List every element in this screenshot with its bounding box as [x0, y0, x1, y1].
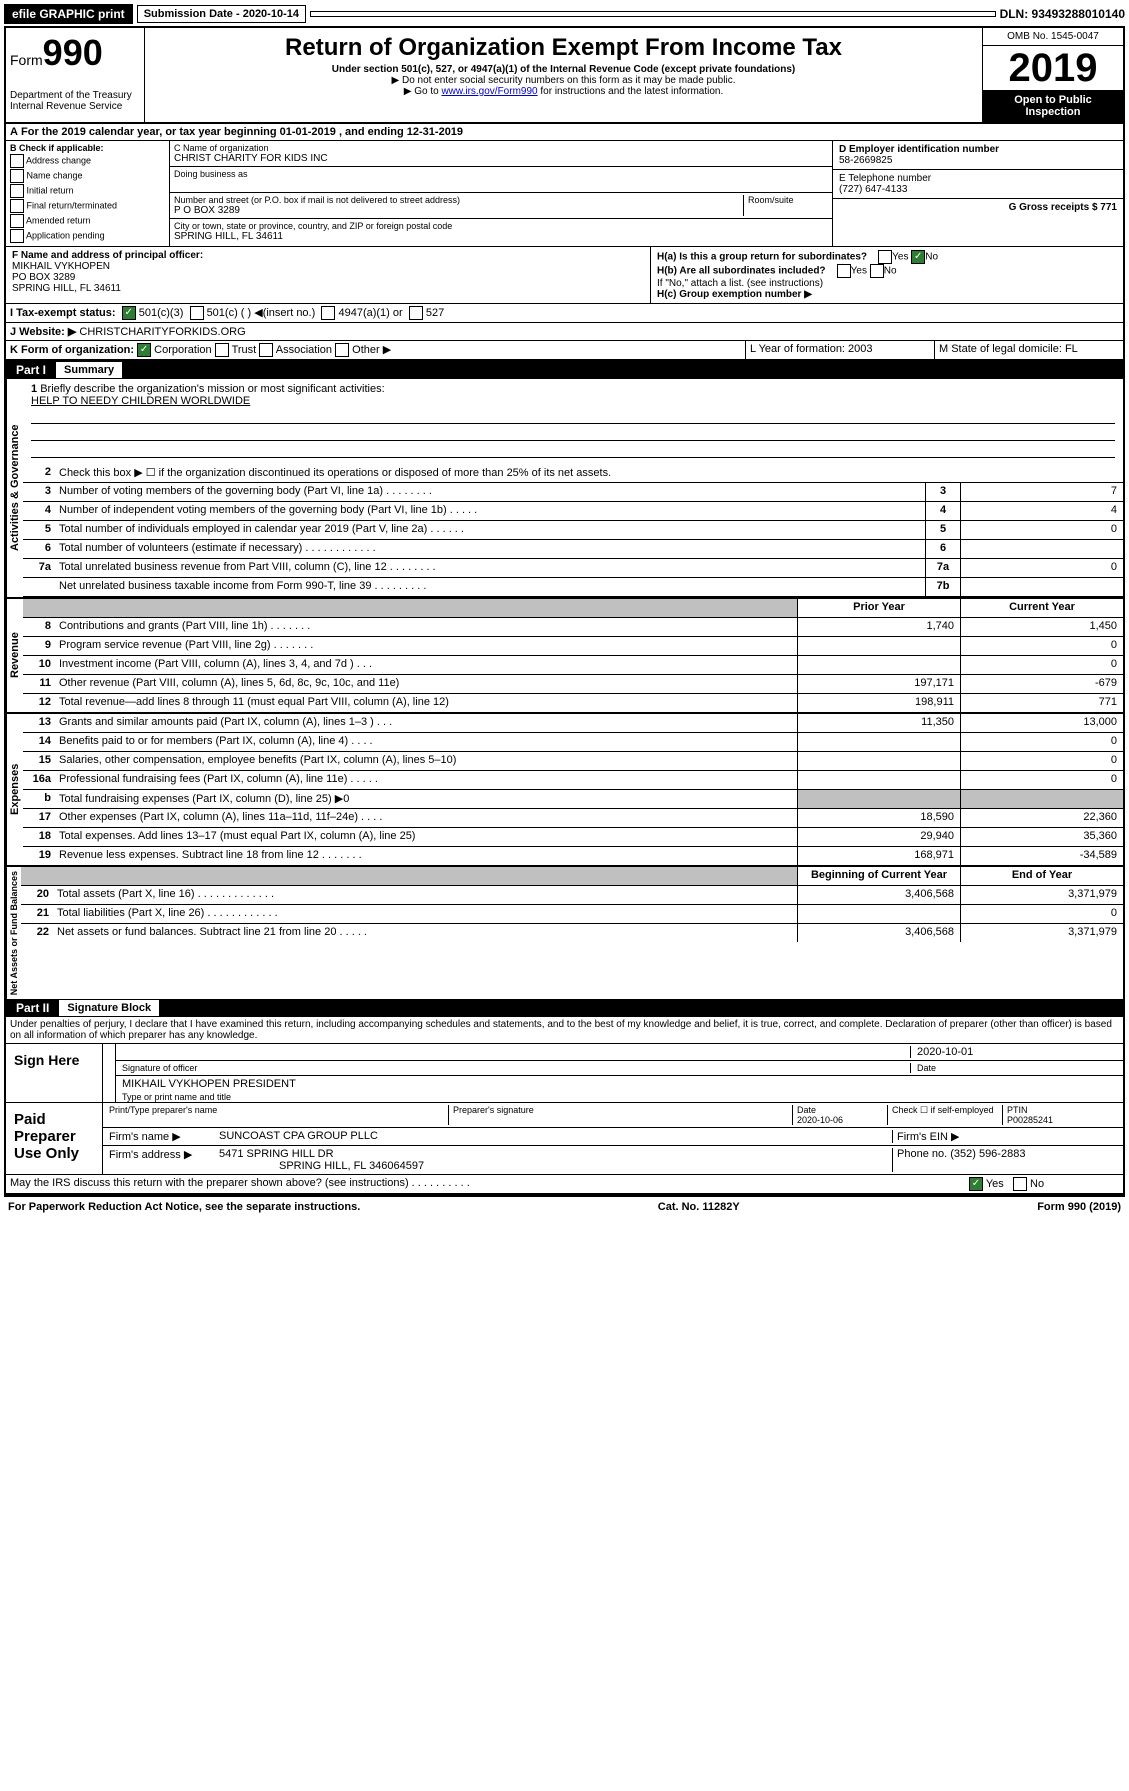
year-formation: L Year of formation: 2003 [746, 341, 935, 359]
table-row: 13Grants and similar amounts paid (Part … [23, 714, 1123, 733]
org-addr: P O BOX 3289 [174, 205, 743, 216]
block-klm: K Form of organization: ✓ Corporation Tr… [6, 341, 1123, 361]
header-right: OMB No. 1545-0047 2019 Open to Public In… [982, 28, 1123, 122]
table-row: 14Benefits paid to or for members (Part … [23, 733, 1123, 752]
activities-governance: Activities & Governance 1 Briefly descri… [6, 379, 1123, 599]
form-title: Return of Organization Exempt From Incom… [149, 34, 978, 62]
table-row: 18Total expenses. Add lines 13–17 (must … [23, 828, 1123, 847]
table-row: bTotal fundraising expenses (Part IX, co… [23, 790, 1123, 809]
perjury-text: Under penalties of perjury, I declare th… [6, 1017, 1123, 1044]
mission-text: HELP TO NEEDY CHILDREN WORLDWIDE [31, 395, 250, 407]
period-text: A For the 2019 calendar year, or tax yea… [6, 124, 1123, 140]
table-row: 6Total number of volunteers (estimate if… [23, 540, 1123, 559]
top-bar: efile GRAPHIC print Submission Date - 20… [4, 4, 1125, 24]
cb-address-change[interactable]: Address change [10, 154, 165, 168]
block-f: F Name and address of principal officer:… [6, 247, 651, 303]
state-domicile: M State of legal domicile: FL [935, 341, 1123, 359]
table-row: 12Total revenue—add lines 8 through 11 (… [23, 694, 1123, 712]
table-row: 10Investment income (Part VIII, column (… [23, 656, 1123, 675]
paid-preparer-row: Paid Preparer Use Only Print/Type prepar… [6, 1103, 1123, 1175]
efile-label[interactable]: efile GRAPHIC print [4, 4, 133, 24]
vert-activities: Activities & Governance [6, 379, 23, 597]
sig-date: 2020-10-01 [910, 1046, 1117, 1058]
cb-app-pending[interactable]: Application pending [10, 229, 165, 243]
prep-phone: Phone no. (352) 596-2883 [893, 1148, 1117, 1172]
form-subtitle: Under section 501(c), 527, or 4947(a)(1)… [149, 64, 978, 75]
table-row: 4Number of independent voting members of… [23, 502, 1123, 521]
part2-header: Part II Signature Block [6, 999, 1123, 1017]
period-row: A For the 2019 calendar year, or tax yea… [6, 124, 1123, 141]
cb-final-return[interactable]: Final return/terminated [10, 199, 165, 213]
firm-name: SUNCOAST CPA GROUP PLLC [219, 1130, 893, 1143]
block-fh: F Name and address of principal officer:… [6, 247, 1123, 304]
entity-block: B Check if applicable: Address change Na… [6, 141, 1123, 247]
header-center: Return of Organization Exempt From Incom… [145, 28, 982, 122]
col-headers-net: Beginning of Current Year End of Year [21, 867, 1123, 886]
block-h: H(a) Is this a group return for subordin… [651, 247, 1123, 303]
vert-expenses: Expenses [6, 714, 23, 865]
dln: DLN: 93493288010140 [1000, 7, 1125, 21]
website: CHRISTCHARITYFORKIDS.ORG [79, 326, 245, 338]
ein: 58-2669825 [839, 155, 892, 166]
submission-date: Submission Date - 2020-10-14 [137, 5, 306, 23]
form-number: 990 [43, 32, 103, 73]
footer-center: Cat. No. 11282Y [658, 1201, 740, 1213]
header-left: Form990 Department of the Treasury Inter… [6, 28, 145, 122]
footer-left: For Paperwork Reduction Act Notice, see … [8, 1201, 360, 1213]
cb-name-change[interactable]: Name change [10, 169, 165, 183]
line2: 2 Check this box ▶ ☐ if the organization… [23, 464, 1123, 483]
phone: (727) 647-4133 [839, 184, 907, 195]
vert-revenue: Revenue [6, 599, 23, 712]
table-row: 21Total liabilities (Part X, line 26) . … [21, 905, 1123, 924]
form-container: Form990 Department of the Treasury Inter… [4, 26, 1125, 1197]
sign-here-row: Sign Here 2020-10-01 Signature of office… [6, 1044, 1123, 1103]
discuss-row: May the IRS discuss this return with the… [6, 1175, 1123, 1195]
table-row: 17Other expenses (Part IX, column (A), l… [23, 809, 1123, 828]
page-footer: For Paperwork Reduction Act Notice, see … [4, 1197, 1125, 1217]
table-row: 7aTotal unrelated business revenue from … [23, 559, 1123, 578]
net-assets-section: Net Assets or Fund Balances Beginning of… [6, 867, 1123, 999]
block-defg: D Employer identification number 58-2669… [833, 141, 1123, 246]
table-row: 22Net assets or fund balances. Subtract … [21, 924, 1123, 942]
form-header: Form990 Department of the Treasury Inter… [6, 28, 1123, 124]
cb-initial-return[interactable]: Initial return [10, 184, 165, 198]
note1: ▶ Do not enter social security numbers o… [149, 75, 978, 86]
form-label: Form [10, 52, 43, 68]
vert-net: Net Assets or Fund Balances [6, 867, 21, 999]
spacer [310, 11, 996, 17]
table-row: 20Total assets (Part X, line 16) . . . .… [21, 886, 1123, 905]
ptin: P00285241 [1007, 1115, 1053, 1125]
note2: ▶ Go to www.irs.gov/Form990 for instruct… [149, 86, 978, 97]
cb-amended[interactable]: Amended return [10, 214, 165, 228]
open-public: Open to Public Inspection [983, 90, 1123, 122]
table-row: 19Revenue less expenses. Subtract line 1… [23, 847, 1123, 865]
gross-receipts: G Gross receipts $ 771 [1009, 202, 1117, 213]
table-row: 11Other revenue (Part VIII, column (A), … [23, 675, 1123, 694]
table-row: 9Program service revenue (Part VIII, lin… [23, 637, 1123, 656]
col-headers-rev: Prior Year Current Year [23, 599, 1123, 618]
footer-right: Form 990 (2019) [1037, 1201, 1121, 1213]
block-b: B Check if applicable: Address change Na… [6, 141, 170, 246]
dept: Department of the Treasury Internal Reve… [10, 90, 140, 112]
table-row: 16aProfessional fundraising fees (Part I… [23, 771, 1123, 790]
expenses-section: Expenses 13Grants and similar amounts pa… [6, 714, 1123, 867]
revenue-section: Revenue Prior Year Current Year 8Contrib… [6, 599, 1123, 714]
table-row: 3Number of voting members of the governi… [23, 483, 1123, 502]
line1-mission: 1 Briefly describe the organization's mi… [23, 379, 1123, 464]
table-row: 8Contributions and grants (Part VIII, li… [23, 618, 1123, 637]
table-row: 5Total number of individuals employed in… [23, 521, 1123, 540]
block-j: J Website: ▶ CHRISTCHARITYFORKIDS.ORG [6, 323, 1123, 341]
tax-year: 2019 [983, 46, 1123, 90]
officer-name: MIKHAIL VYKHOPEN PRESIDENT [122, 1078, 296, 1090]
part1-header: Part I Summary [6, 361, 1123, 379]
org-city: SPRING HILL, FL 34611 [174, 231, 828, 242]
table-row: Net unrelated business taxable income fr… [23, 578, 1123, 597]
table-row: 15Salaries, other compensation, employee… [23, 752, 1123, 771]
block-c: C Name of organization CHRIST CHARITY FO… [170, 141, 833, 246]
block-i: I Tax-exempt status: ✓ 501(c)(3) 501(c) … [6, 304, 1123, 323]
irs-link[interactable]: www.irs.gov/Form990 [441, 86, 537, 97]
omb: OMB No. 1545-0047 [983, 28, 1123, 46]
org-name: CHRIST CHARITY FOR KIDS INC [174, 153, 828, 164]
